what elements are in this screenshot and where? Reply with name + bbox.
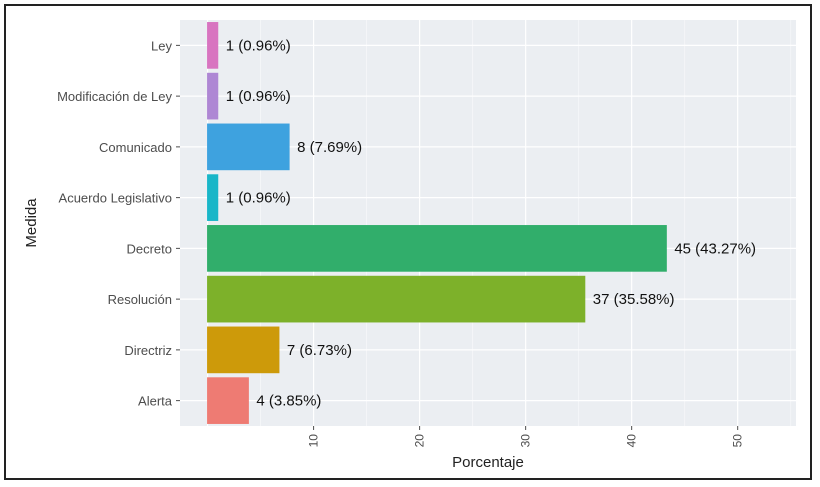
y-tick-label-directriz: Directriz [124,343,172,358]
x-tick-label: 10 [307,434,321,448]
x-tick-label: 40 [625,434,639,448]
y-tick-label-ley: Ley [151,38,172,53]
plot-panel [180,20,796,426]
data-label-modificacion-de-ley: 1 (0.96%) [226,88,291,105]
data-label-comunicado: 8 (7.69%) [297,139,362,156]
x-tick-label: 50 [731,434,745,448]
bar-directriz [207,326,280,374]
data-label-alerta: 4 (3.85%) [256,393,321,410]
y-tick-label-acuerdo-legislativo: Acuerdo Legislativo [59,191,172,206]
data-label-directriz: 7 (6.73%) [287,342,352,359]
x-tick-label: 20 [413,434,427,448]
data-label-resolucion: 37 (35.58%) [593,291,675,308]
x-axis-title: Porcentaje [452,454,524,471]
y-tick-label-decreto: Decreto [126,241,172,256]
y-tick-label-comunicado: Comunicado [99,140,172,155]
bar-decreto [207,225,667,272]
data-label-acuerdo-legislativo: 1 (0.96%) [226,190,291,207]
bar-comunicado [207,123,290,171]
y-tick-label-resolucion: Resolución [108,292,172,307]
bar-alerta [207,377,249,424]
data-label-ley: 1 (0.96%) [226,37,291,54]
y-tick-label-alerta: Alerta [138,394,173,409]
data-label-decreto: 45 (43.27%) [674,240,756,257]
bar-modificacion-de-ley [207,72,219,120]
bar-acuerdo-legislativo [207,174,219,221]
y-axis-title: Medida [23,198,40,248]
x-tick-label: 30 [519,434,533,448]
y-tick-label-modificacion-de-ley: Modificación de Ley [57,89,172,104]
bar-ley [207,22,219,69]
bar-resolucion [207,275,586,323]
